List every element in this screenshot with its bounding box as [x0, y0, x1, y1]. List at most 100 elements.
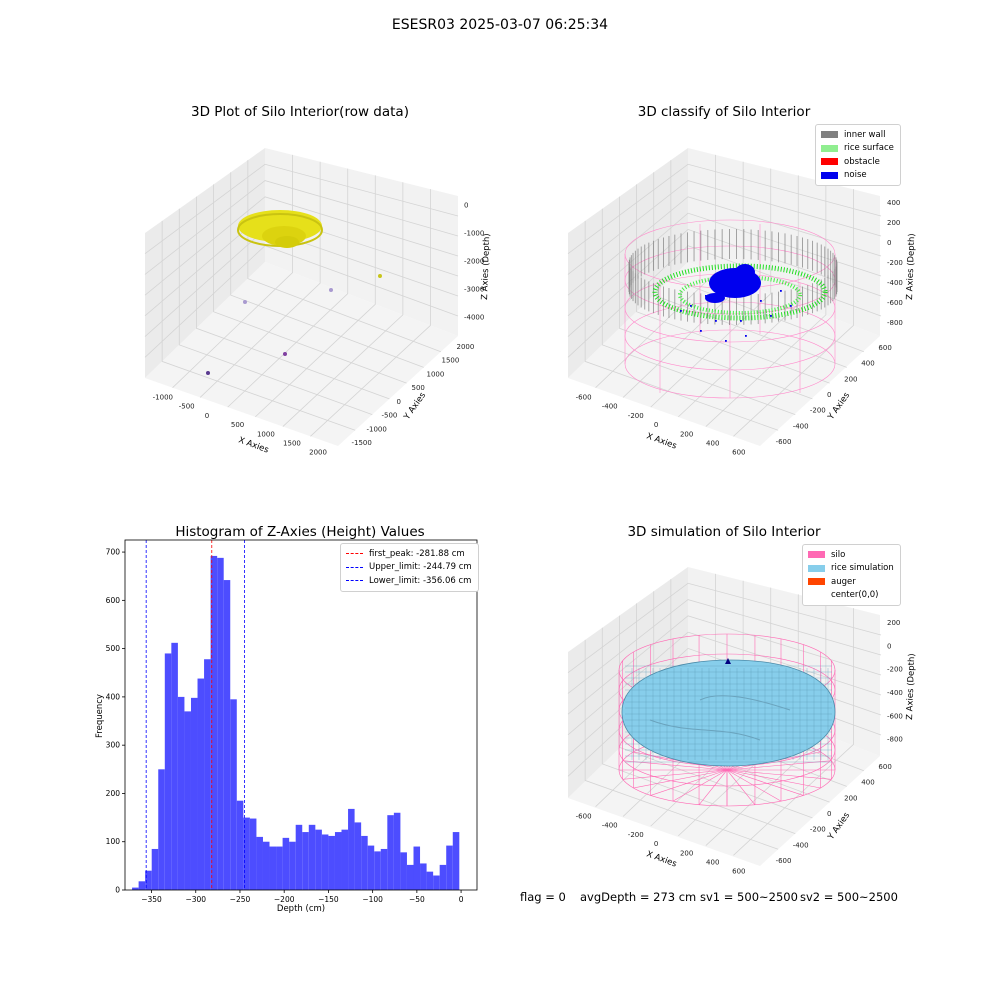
legend-label-auger: auger [831, 576, 856, 587]
histogram-bar [223, 580, 231, 890]
histogram-bar [151, 848, 159, 890]
y-tick-label: 100 [106, 837, 121, 846]
x-tick-label: 0 [654, 421, 658, 429]
histogram-bar [138, 881, 146, 890]
histogram-bar [308, 824, 316, 890]
x-tick-label: 1000 [257, 430, 275, 438]
y-tick-label: -400 [793, 422, 809, 430]
noise-point [790, 305, 792, 307]
z-tick-label: 0 [887, 239, 891, 247]
z-tick-label: 200 [887, 619, 900, 627]
histogram-bar [249, 818, 257, 890]
footer-sv2: sv2 = 500~2500 [800, 890, 898, 904]
noise-point [780, 290, 782, 292]
panel2-zlabel: Z Axies (Depth) [905, 233, 917, 300]
x-tick-label: −300 [185, 895, 206, 904]
histogram-bar [452, 832, 460, 890]
x-tick-label: 400 [706, 439, 719, 447]
outlier-point [329, 288, 333, 292]
panel1-title: 3D Plot of Silo Interior(row data) [191, 104, 409, 120]
x-tick-label: 200 [680, 849, 693, 857]
noise-point [745, 335, 747, 337]
histogram-bar [262, 841, 270, 890]
y-tick-label: -200 [810, 826, 826, 834]
x-tick-label: -200 [628, 831, 644, 839]
x-tick-label: −50 [409, 895, 425, 904]
outlier-point [206, 371, 210, 375]
y-tick-label: -500 [382, 412, 398, 420]
legend-label-lower-limit: Lower_limit: -356.06 cm [369, 575, 472, 586]
histogram-bar [439, 864, 447, 890]
histogram-bar [230, 699, 237, 890]
z-tick-label: -400 [887, 279, 903, 287]
x-tick-label: 600 [732, 449, 745, 457]
y-tick-label: 500 [412, 384, 425, 392]
panel2-ylabel: Y Axies [826, 390, 853, 422]
histogram-bar [367, 845, 375, 890]
y-tick-label: -1000 [367, 425, 387, 433]
outlier-point [283, 352, 287, 356]
z-tick-label: -600 [887, 299, 903, 307]
legend-swatch-silo [808, 551, 825, 559]
y-tick-label: 2000 [457, 343, 475, 351]
panel1-rice-points [237, 210, 323, 248]
y-tick-label: 600 [878, 344, 891, 352]
histogram-bar [243, 817, 250, 890]
legend-line-lower-limit [346, 580, 363, 582]
panel2-noise-points [705, 264, 761, 303]
histogram-bar [269, 846, 277, 890]
panel2-title: 3D classify of Silo Interior [637, 104, 811, 120]
y-tick-label: 200 [106, 789, 121, 798]
noise-point [690, 305, 692, 307]
x-tick-label: −250 [230, 895, 251, 904]
histogram-ylabel: Frequency [95, 694, 105, 738]
z-tick-label: 400 [887, 199, 900, 207]
legend-label-silo: silo [831, 549, 846, 560]
histogram-bar [177, 696, 185, 890]
histogram-bar [413, 846, 421, 890]
x-tick-label: 0 [205, 412, 209, 420]
histogram-bar [315, 829, 322, 890]
legend-swatch-rice-simulation [808, 564, 825, 572]
y-tick-label: 400 [861, 779, 874, 787]
z-tick-label: -400 [887, 689, 903, 697]
panel2-legend: inner wall rice surface obstacle noise [815, 124, 901, 186]
panel1-grid [144, 154, 459, 437]
legend-label-obstacle: obstacle [844, 156, 880, 167]
y-tick-label: -200 [810, 407, 826, 415]
x-tick-label: 600 [732, 868, 745, 876]
y-tick-label: -600 [776, 857, 792, 865]
legend-line-first-peak [346, 553, 363, 555]
noise-point [770, 315, 772, 317]
noise-point [705, 295, 707, 297]
footer-flag: flag = 0 [520, 890, 566, 904]
histogram-bar [446, 845, 453, 890]
panel4-rice-surface [621, 659, 836, 767]
y-tick-label: 600 [106, 596, 121, 605]
panel4-ylabel: Y Axies [826, 810, 853, 842]
x-tick-label: −100 [362, 895, 383, 904]
footer-avg-depth: avgDepth = 273 cm [580, 890, 697, 904]
noise-point [760, 300, 762, 302]
histogram-bar [204, 659, 211, 890]
legend-swatch-noise [821, 171, 838, 179]
x-tick-label: 2000 [309, 449, 327, 457]
histogram-bar [433, 875, 440, 890]
panel4-xlabel: X Axies [645, 849, 678, 869]
z-tick-label: -3000 [464, 285, 484, 293]
x-tick-label: -200 [628, 412, 644, 420]
y-tick-label: -1500 [352, 439, 372, 447]
panel4-center-marker [725, 658, 731, 664]
noise-point [725, 340, 727, 342]
noise-point [680, 310, 682, 312]
histogram-bar [190, 697, 198, 890]
legend-label-noise: noise [844, 170, 867, 181]
panel2-silo-wireframe [624, 219, 836, 399]
x-tick-label: −150 [318, 895, 339, 904]
legend-swatch-auger [808, 578, 825, 586]
histogram-bar [374, 851, 381, 890]
z-tick-label: 0 [887, 642, 891, 650]
x-tick-label: -400 [602, 403, 618, 411]
histogram-bar [184, 711, 191, 890]
figure-title: ESESR03 2025-03-07 06:25:34 [391, 17, 609, 33]
